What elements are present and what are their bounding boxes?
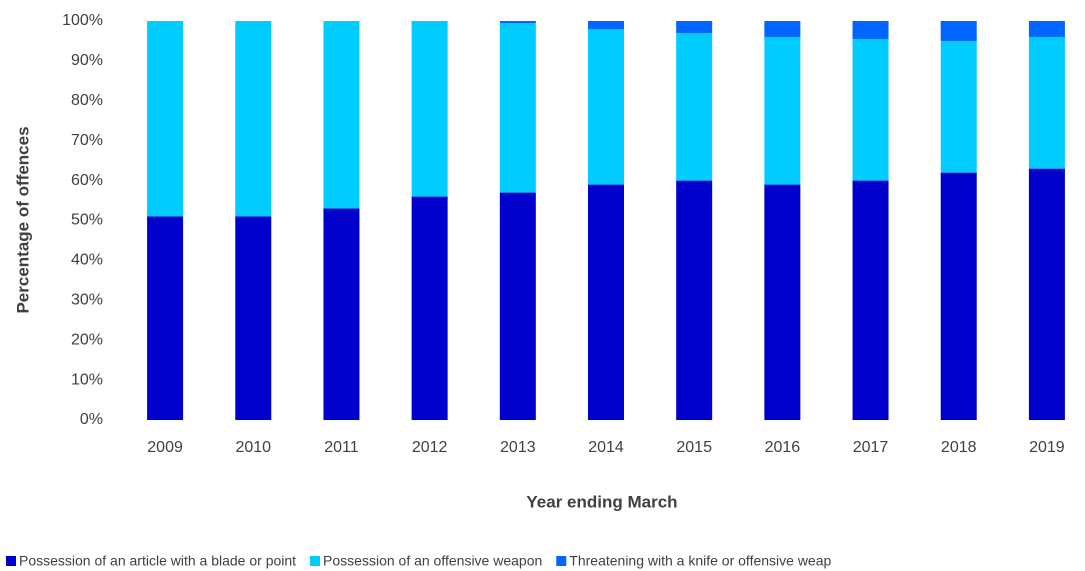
bar-segment xyxy=(1028,36,1065,169)
y-tick-label: 10% xyxy=(71,371,103,388)
y-tick-label: 70% xyxy=(71,132,103,149)
x-tick-label: 2015 xyxy=(676,439,712,456)
x-tick-label: 2012 xyxy=(412,439,448,456)
bar-segment xyxy=(764,36,801,185)
bar-segment xyxy=(323,208,360,420)
bar-segment xyxy=(411,196,448,420)
y-tick-label: 80% xyxy=(71,92,103,109)
bar-segment xyxy=(940,40,977,173)
bar-segment xyxy=(852,21,889,39)
legend-swatch xyxy=(310,556,321,566)
bar-segment xyxy=(323,21,360,209)
x-tick-label: 2017 xyxy=(853,439,889,456)
bar-segment xyxy=(852,38,889,181)
x-tick-label: 2019 xyxy=(1029,439,1065,456)
x-tick-label: 2016 xyxy=(765,439,801,456)
bar-segment xyxy=(147,216,184,420)
y-tick-label: 20% xyxy=(71,331,103,348)
bar-segment xyxy=(676,180,713,420)
bar-segment xyxy=(676,21,713,33)
x-tick-label: 2013 xyxy=(500,439,536,456)
legend-label: Possession of an offensive weapon xyxy=(323,553,542,569)
legend-swatch xyxy=(556,556,567,566)
y-tick-label: 90% xyxy=(71,52,103,69)
legend-swatch xyxy=(6,556,16,566)
bar-segment xyxy=(764,21,801,37)
bar-segment xyxy=(676,32,713,181)
x-tick-label: 2018 xyxy=(941,439,977,456)
bar-segment xyxy=(588,28,624,185)
x-axis-title: Year ending March xyxy=(526,492,677,511)
bar-segment xyxy=(940,21,977,41)
x-tick-label: 2009 xyxy=(147,439,183,456)
bar-segment xyxy=(147,21,184,217)
y-tick-label: 30% xyxy=(71,292,103,309)
y-tick-label: 100% xyxy=(62,12,103,29)
bar-segment xyxy=(235,21,272,217)
x-tick-label: 2011 xyxy=(324,439,359,456)
bar-segment xyxy=(411,21,448,197)
bar-segment xyxy=(588,184,624,420)
bar-segment xyxy=(499,22,536,193)
y-axis-title: Percentage of offences xyxy=(13,126,32,313)
legend-label: Possession of an article with a blade or… xyxy=(19,553,296,569)
y-tick-label: 50% xyxy=(71,212,103,229)
bar-segment xyxy=(1028,168,1065,420)
x-tick-label: 2010 xyxy=(235,439,271,456)
bar-segment xyxy=(940,172,977,420)
legend-label: Threatening with a knife or offensive we… xyxy=(569,553,831,569)
y-tick-label: 60% xyxy=(71,172,103,189)
bar-segment xyxy=(499,192,536,420)
x-tick-label: 2014 xyxy=(588,439,624,456)
bar-segment xyxy=(852,180,889,420)
bar-segment xyxy=(1028,21,1065,37)
y-tick-label: 0% xyxy=(80,411,103,428)
bar-segment xyxy=(499,21,536,23)
bar-segment xyxy=(764,184,801,420)
bar-segment xyxy=(588,21,624,29)
y-tick-label: 40% xyxy=(71,252,103,269)
bar-segment xyxy=(235,216,272,420)
